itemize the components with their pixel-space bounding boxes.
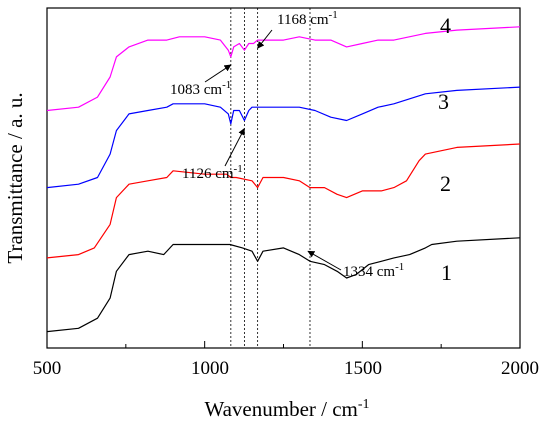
annotation-arrow-1126 <box>224 127 245 167</box>
annotation-1126: 1126 cm-1 <box>182 163 243 182</box>
annotation-1083: 1083 cm-1 <box>170 79 231 98</box>
plot-area <box>46 7 521 349</box>
annotation-arrow-1168 <box>257 29 273 49</box>
series-line-4 <box>46 26 521 112</box>
series-line-1 <box>46 237 521 333</box>
curve-label-4: 4 <box>440 13 451 38</box>
series-line-2 <box>46 143 521 259</box>
annotation-1334: 1334 cm-1 <box>343 261 404 280</box>
annotation-1168: 1168 cm-1 <box>277 9 338 28</box>
x-tick-label: 500 <box>33 358 62 379</box>
x-tick-label: 2000 <box>501 358 539 379</box>
x-tick-label: 1500 <box>344 358 382 379</box>
annotation-arrow-1083 <box>204 64 232 83</box>
curve-label-1: 1 <box>441 260 452 285</box>
x-tick-label: 1000 <box>191 358 229 379</box>
series-line-3 <box>46 86 521 189</box>
y-axis-label: Transmittance / a. u. <box>3 92 27 263</box>
curve-label-3: 3 <box>438 89 449 114</box>
curve-label-2: 2 <box>440 171 451 196</box>
x-axis-label: Wavenumber / cm-1 <box>204 397 369 421</box>
annotation-arrow-1334 <box>307 250 342 271</box>
